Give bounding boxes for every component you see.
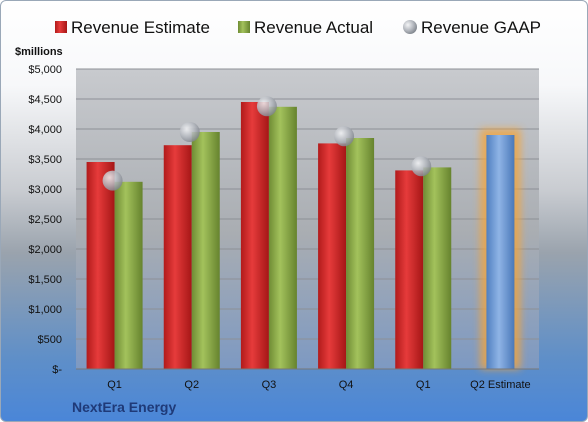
unit-label: $millions — [15, 46, 63, 58]
legend-label-estimate: Revenue Estimate — [71, 18, 210, 37]
y-tick-label: $4,000 — [28, 124, 62, 136]
y-tick-label: $4,500 — [28, 94, 62, 106]
bar-revenue-actual — [114, 181, 143, 369]
legend-label-gaap: Revenue GAAP — [421, 18, 541, 37]
bar-revenue-estimate — [163, 145, 192, 369]
bar-revenue-actual — [191, 132, 220, 369]
bar-revenue-actual — [423, 167, 452, 369]
point-revenue-gaap — [102, 170, 123, 191]
bar-revenue-estimate — [395, 170, 424, 369]
y-axis-ticks: $- $500 $1,000 $1,500 $2,000 $2,500 $3,000 $3,5… — [28, 64, 62, 376]
x-tick-label: Q3 — [262, 379, 277, 391]
bar-revenue-estimate — [318, 143, 347, 369]
company-name: NextEra Energy — [72, 399, 176, 415]
bar-q2-estimate — [486, 135, 515, 369]
bar-revenue-estimate — [86, 162, 115, 369]
bar-revenue-actual — [346, 138, 375, 369]
x-tick-label: Q1 — [107, 379, 122, 391]
point-revenue-gaap — [256, 96, 277, 117]
bars — [86, 102, 521, 370]
point-revenue-gaap — [179, 122, 200, 142]
y-tick-label: $1,000 — [28, 304, 62, 316]
y-tick-label: $- — [52, 364, 62, 376]
bar-revenue-estimate — [240, 102, 269, 369]
y-tick-label: $3,000 — [28, 184, 62, 196]
legend-swatch-actual — [238, 21, 250, 33]
gridlines — [76, 68, 539, 340]
point-revenue-gaap — [411, 156, 432, 177]
legend: Revenue Estimate Revenue Actual Revenue … — [55, 18, 541, 37]
legend-label-actual: Revenue Actual — [254, 18, 373, 37]
y-tick-label: $3,500 — [28, 154, 62, 166]
point-revenue-gaap — [334, 126, 355, 147]
y-tick-label: $2,000 — [28, 244, 62, 256]
legend-swatch-estimate — [55, 21, 67, 33]
x-tick-label: Q2 Estimate — [470, 379, 531, 391]
gaap-markers — [102, 96, 432, 191]
bar-revenue-actual — [268, 106, 297, 370]
x-tick-label: Q2 — [184, 379, 199, 391]
x-axis-ticks: Q1 Q2 Q3 Q4 Q1 Q2 Estimate — [107, 379, 530, 391]
x-tick-label: Q4 — [339, 379, 354, 391]
legend-swatch-gaap — [403, 20, 417, 34]
y-tick-label: $1,500 — [28, 274, 62, 286]
y-tick-label: $5,000 — [28, 64, 62, 76]
y-tick-label: $2,500 — [28, 214, 62, 226]
y-tick-label: $500 — [38, 334, 62, 346]
x-tick-label: Q1 — [416, 379, 431, 391]
